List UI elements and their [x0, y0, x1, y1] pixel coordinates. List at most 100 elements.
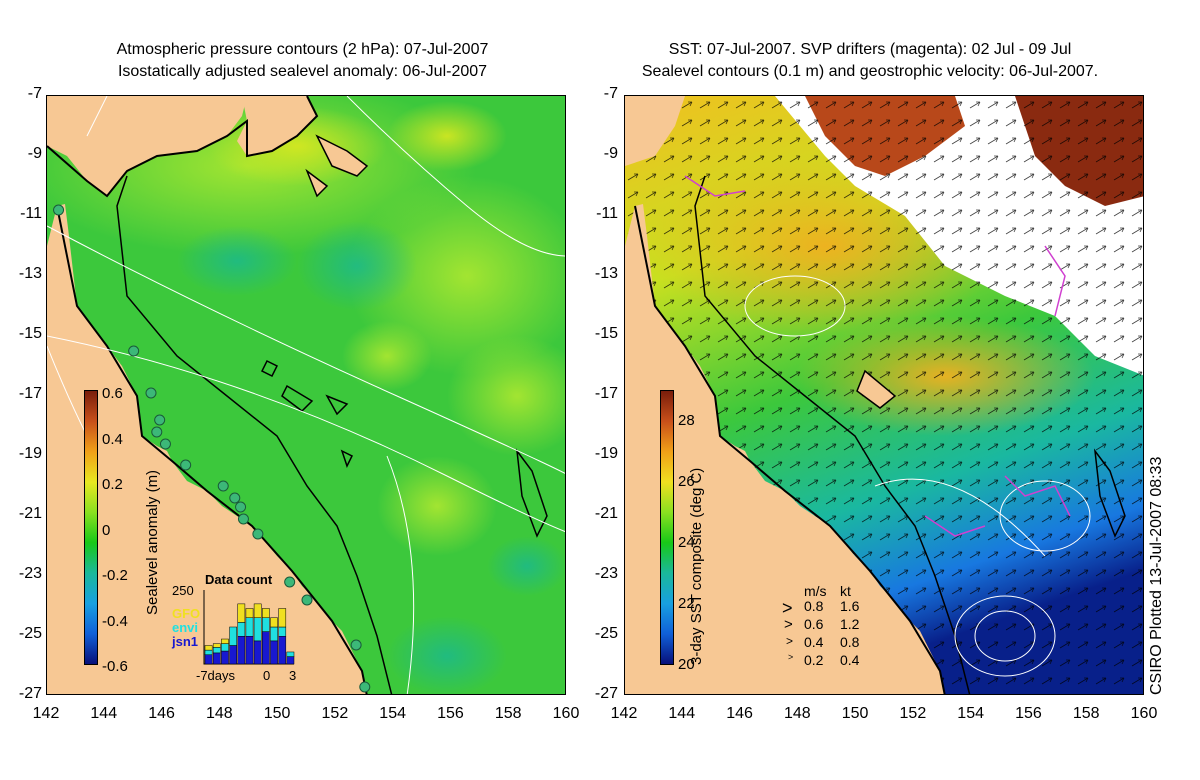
- inset-bar-jsn1: [204, 654, 213, 665]
- lon-tick-label: 158: [494, 705, 522, 722]
- tide-gauge-marker: [235, 501, 247, 513]
- inset-bar-envi: [286, 651, 295, 657]
- velocity-header-ms: m/s: [804, 583, 827, 599]
- inset-bar-envi: [229, 626, 237, 646]
- sst-colorbar-label: 3-day SST composite (deg C): [688, 467, 705, 665]
- sst-colorbar: [660, 390, 674, 665]
- tide-gauge-marker: [217, 480, 229, 492]
- lat-tick-label: -11: [20, 205, 42, 222]
- colorbar-tick-label: 24: [678, 534, 695, 551]
- lat-tick-label: -19: [18, 445, 42, 462]
- inset-bar-gfo: [212, 643, 221, 648]
- inset-bar-envi: [262, 617, 270, 632]
- tide-gauge-marker: [359, 681, 371, 693]
- inset-bar-jsn1: [270, 640, 278, 665]
- inset-bar-gfo: [245, 608, 254, 618]
- inset-bar-jsn1: [237, 636, 246, 665]
- lat-tick-label: -27: [18, 685, 42, 702]
- colorbar-tick-label: 28: [678, 412, 695, 429]
- inset-xlabel-start: -7days: [196, 668, 236, 683]
- lon-tick-label: 144: [668, 705, 696, 722]
- lon-tick-label: 156: [1015, 705, 1042, 722]
- tide-gauge-marker: [180, 459, 192, 471]
- inset-ymax: 250: [172, 583, 194, 598]
- inset-bar-gfo: [204, 645, 213, 651]
- colorbar-tick-label: 0.6: [102, 385, 123, 402]
- lon-tick-label: 152: [899, 705, 927, 722]
- lat-tick-label: -25: [594, 625, 618, 642]
- australia-land: [47, 204, 367, 694]
- colorbar-tick-label: 26: [678, 473, 695, 490]
- inset-bar-gfo: [270, 617, 278, 628]
- tide-gauge-group: [53, 204, 371, 693]
- tide-gauge-marker: [252, 528, 264, 540]
- inset-bar-jsn1: [245, 636, 254, 665]
- new-guinea-land: [47, 96, 247, 196]
- velocity-ms: 0.4: [804, 634, 824, 650]
- inset-legend-jsn1: jsn1: [172, 634, 199, 649]
- inset-bar-jsn1: [212, 652, 221, 665]
- inset-bar-jsn1: [253, 640, 262, 665]
- lon-tick-label: 160: [1130, 705, 1158, 722]
- lon-tick-label: 156: [437, 705, 464, 722]
- tide-gauge-marker: [301, 594, 313, 606]
- tide-gauge-marker: [145, 387, 157, 399]
- colorbar-tick-label: 20: [678, 656, 695, 673]
- lon-tick-label: 150: [263, 705, 291, 722]
- colorbar-tick-label: -0.4: [102, 612, 128, 630]
- sealevel-map-svg: [47, 96, 565, 694]
- inset-bar-gfo: [278, 608, 287, 628]
- inset-bar-jsn1: [262, 631, 270, 665]
- velocity-kt: 0.8: [840, 634, 860, 650]
- velocity-arrow-icon: >: [784, 616, 793, 633]
- tide-gauge-marker: [151, 426, 163, 438]
- lon-tick-label: 146: [726, 705, 753, 722]
- velocity-kt: 1.6: [840, 598, 860, 614]
- lon-tick-label: 148: [205, 705, 233, 722]
- australia-land: [625, 204, 945, 694]
- lat-tick-label: -7: [603, 85, 618, 102]
- inset-bar-gfo: [237, 603, 246, 623]
- lat-tick-label: -19: [594, 445, 618, 462]
- inset-xlabel-end: 3: [289, 668, 297, 683]
- lat-tick-label: -15: [18, 325, 42, 342]
- colorbar-tick-label: 0.2: [102, 476, 123, 493]
- lon-tick-label: 154: [957, 705, 984, 722]
- lat-tick-label: -13: [18, 265, 42, 282]
- tide-gauge-marker: [154, 414, 166, 426]
- lon-tick-label: 154: [379, 705, 406, 722]
- tide-gauge-marker: [128, 345, 140, 357]
- colorbar-tick-label: 0: [102, 521, 111, 539]
- lat-tick-label: -23: [18, 565, 42, 582]
- lat-tick-label: -23: [594, 565, 618, 582]
- inset-bar-envi: [278, 626, 287, 637]
- inset-bar-gfo: [221, 638, 229, 644]
- inset-bar-jsn1: [221, 650, 229, 665]
- lat-tick-label: -9: [27, 145, 42, 162]
- lat-tick-label: -17: [18, 385, 42, 402]
- inset-bar-gfo: [262, 608, 270, 618]
- lon-tick-label: 150: [841, 705, 869, 722]
- inset-bar-envi: [245, 617, 254, 637]
- lon-tick-label: 142: [610, 705, 638, 722]
- inset-legend-envi: envi: [172, 620, 199, 635]
- lon-tick-label: 144: [90, 705, 118, 722]
- inset-bar-gfo: [253, 603, 262, 618]
- inset-bar-chart: [203, 590, 295, 665]
- right-title-line2: Sealevel contours (0.1 m) and geostrophi…: [641, 63, 1099, 80]
- colorbar-tick-label: 22: [678, 595, 695, 612]
- right-title-line1: SST: 07-Jul-2007. SVP drifters (magenta)…: [668, 41, 1072, 58]
- inset-bar-jsn1: [229, 645, 237, 665]
- inset-bar-envi: [237, 622, 246, 637]
- lat-tick-label: -15: [594, 325, 618, 342]
- inset-legend-GFO: GFO: [172, 606, 201, 621]
- tide-gauge-marker: [229, 492, 241, 504]
- sst-map[interactable]: [624, 95, 1144, 695]
- tide-gauge-marker: [237, 513, 249, 525]
- velocity-ms: 0.8: [804, 598, 824, 614]
- lat-tick-label: -11: [596, 205, 618, 222]
- lon-tick-label: 146: [148, 705, 175, 722]
- sealevel-colorbar-label: Sealevel anomaly (m): [144, 469, 161, 615]
- sealevel-anomaly-map[interactable]: [46, 95, 566, 695]
- lat-tick-label: -25: [18, 625, 42, 642]
